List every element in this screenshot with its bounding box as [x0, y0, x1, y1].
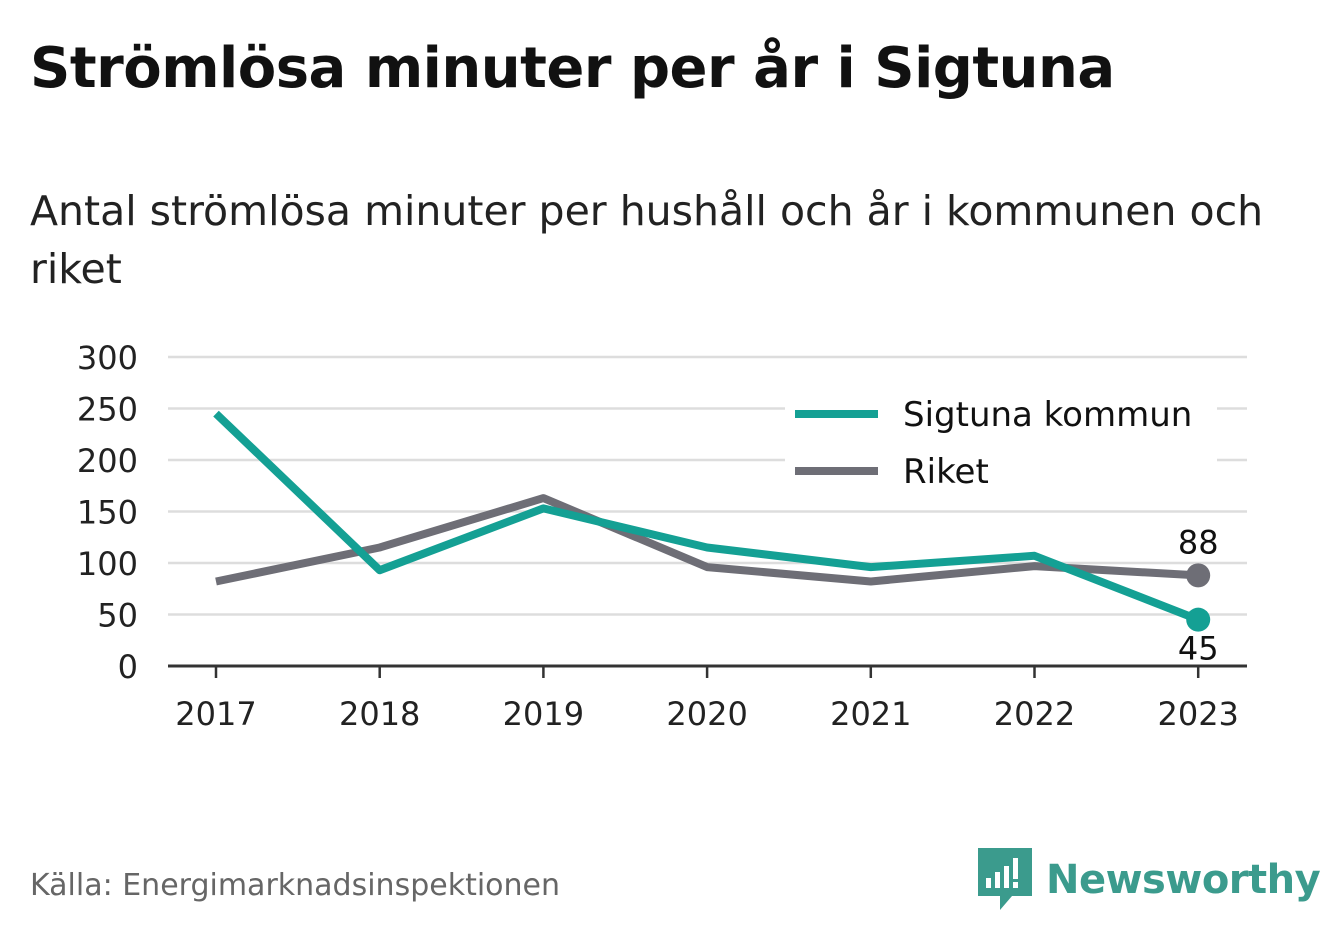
source-note: Källa: Energimarknadsinspektionen — [30, 868, 561, 903]
end-label-sigtuna-kommun: 45 — [1178, 630, 1219, 668]
x-tick-label-2020: 2020 — [666, 695, 747, 733]
y-tick-label-200: 200 — [77, 442, 138, 480]
x-tick-label-2018: 2018 — [339, 695, 420, 733]
chart-subtitle: Antal strömlösa minuter per hushåll och … — [30, 187, 1264, 293]
end-point-riket — [1186, 563, 1211, 588]
y-tick-label-0: 0 — [118, 648, 138, 686]
brand: Newsworthy — [978, 848, 1321, 912]
page-title: Strömlösa minuter per år i Sigtuna — [30, 36, 1115, 101]
x-tick-label-2021: 2021 — [830, 695, 911, 733]
x-tick-label-2022: 2022 — [994, 695, 1075, 733]
y-tick-label-50: 50 — [97, 597, 138, 635]
y-tick-label-300: 300 — [77, 339, 138, 377]
y-tick-label-150: 150 — [77, 494, 138, 532]
newsworthy-logo-icon — [978, 848, 1032, 910]
series-line-riket — [215, 494, 1199, 586]
y-tick-label-100: 100 — [77, 545, 138, 583]
legend-label-sigtuna-kommun: Sigtuna kommun — [903, 395, 1192, 435]
series-line-sigtuna-kommun — [213, 410, 1200, 624]
end-point-sigtuna-kommun — [1186, 607, 1211, 632]
end-label-riket: 88 — [1178, 523, 1219, 561]
legend-label-riket: Riket — [903, 452, 989, 492]
y-tick-label-250: 250 — [77, 391, 138, 429]
brand-name: Newsworthy — [1046, 857, 1321, 903]
x-tick-label-2019: 2019 — [503, 695, 584, 733]
line-chart: 0 50 100 150 200 250 300 2017 2018 2019 2020 2021 20… — [77, 339, 1247, 733]
x-tick-label-2023: 2023 — [1157, 695, 1238, 733]
x-tick-label-2017: 2017 — [175, 695, 256, 733]
